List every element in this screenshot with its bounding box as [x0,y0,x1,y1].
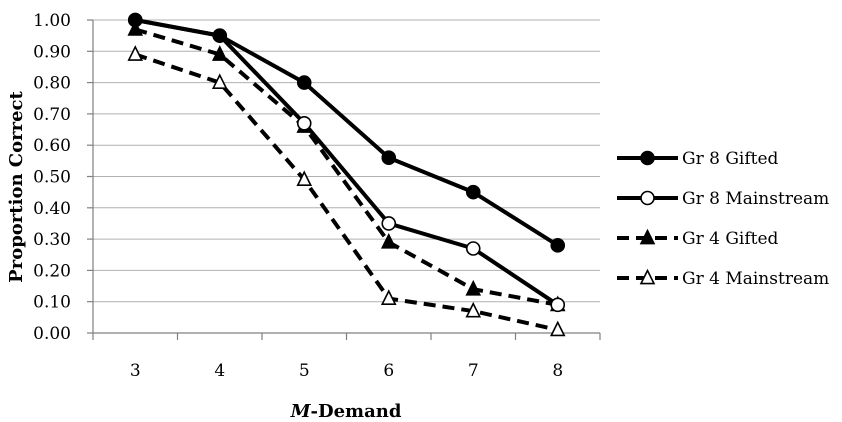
legend-item-gr-4-gifted: Gr 4 Gifted [617,228,779,249]
data-point-gr-4-gifted [127,20,144,36]
x-axis-title: M-Demand [290,401,402,422]
data-point-gr-8-gifted [296,75,312,90]
legend-item-gr-8-mainstream: Gr 8 Mainstream [617,189,829,209]
data-point-gr-4-mainstream [380,289,397,305]
legend-label: Gr 8 Mainstream [682,189,829,209]
series-lines [127,12,566,337]
x-tick-label: 6 [383,361,394,381]
y-tick-label: 0.00 [33,324,71,344]
y-tick-label: 0.40 [33,199,71,219]
data-point-gr-8-mainstream [550,297,566,313]
y-tick-labels: 0.00 0.10 0.20 0.30 0.40 0.50 0.60 0.70 0.80 0.90… [33,11,71,344]
legend-item-gr-8-gifted: Gr 8 Gifted [617,149,779,169]
gridlines [93,19,600,334]
series-line-gr-8-gifted [134,18,559,248]
data-point-gr-8-gifted [212,28,228,43]
series-gr-4-gifted [127,20,566,312]
y-tick-label: 0.70 [33,105,71,125]
x-axis-title-rest: -Demand [311,401,402,422]
y-tick-label: 0.50 [33,168,71,188]
legend-item-gr-4-mainstream: Gr 4 Mainstream [617,268,829,289]
legend-marker [639,228,656,245]
x-tick-label: 5 [299,361,310,381]
series-line-gr-4-gifted [134,27,559,307]
y-tick-label: 0.20 [33,261,71,281]
x-tick-label: 4 [214,361,225,381]
data-point-gr-8-gifted [381,150,397,166]
y-tick-label: 0.60 [33,136,71,156]
y-tick-label: 0.10 [33,293,71,313]
data-point-gr-4-mainstream [465,301,482,318]
legend-label: Gr 8 Gifted [682,149,779,169]
data-point-gr-8-mainstream [465,241,481,256]
series-line-gr-4-mainstream [134,52,559,332]
y-tick-label: 0.90 [33,42,71,62]
data-point-gr-4-gifted [380,232,397,249]
legend-marker [640,190,655,206]
legend-marker [640,150,655,166]
data-point-gr-4-gifted [211,45,228,61]
x-tick-label: 8 [552,361,563,381]
series-gr-8-mainstream [127,12,566,313]
y-tick-label: 0.30 [33,230,71,250]
legend-label: Gr 4 Gifted [682,229,779,249]
data-point-gr-4-mainstream [127,45,144,61]
series-gr-8-gifted [127,12,566,253]
data-point-gr-8-mainstream [381,216,397,231]
series-line-gr-8-mainstream [134,18,559,307]
data-point-gr-8-gifted [465,184,481,200]
data-point-gr-4-mainstream [296,170,313,187]
legend-label: Gr 4 Mainstream [682,269,829,289]
x-tick-label: 3 [130,361,141,381]
x-tick-label: 7 [468,361,479,381]
data-point-gr-8-mainstream [296,115,312,131]
y-tick-label: 0.80 [33,74,71,94]
series-gr-4-mainstream [127,45,566,337]
axes [87,19,601,340]
data-point-gr-4-mainstream [211,73,228,90]
data-point-gr-4-gifted [465,279,482,296]
data-point-gr-8-gifted [550,238,566,253]
legend-marker [639,268,656,285]
data-point-gr-4-mainstream [549,320,566,337]
x-axis-title-italic: M [290,401,312,422]
legend: Gr 8 Gifted Gr 8 Mainstream Gr 4 Gifted Gr … [617,149,829,289]
data-point-gr-8-gifted [127,12,143,28]
x-tick-labels: 3 4 5 6 7 8 [130,361,563,381]
y-axis-title: Proportion Correct [6,90,27,282]
y-tick-label: 1.00 [33,11,71,31]
